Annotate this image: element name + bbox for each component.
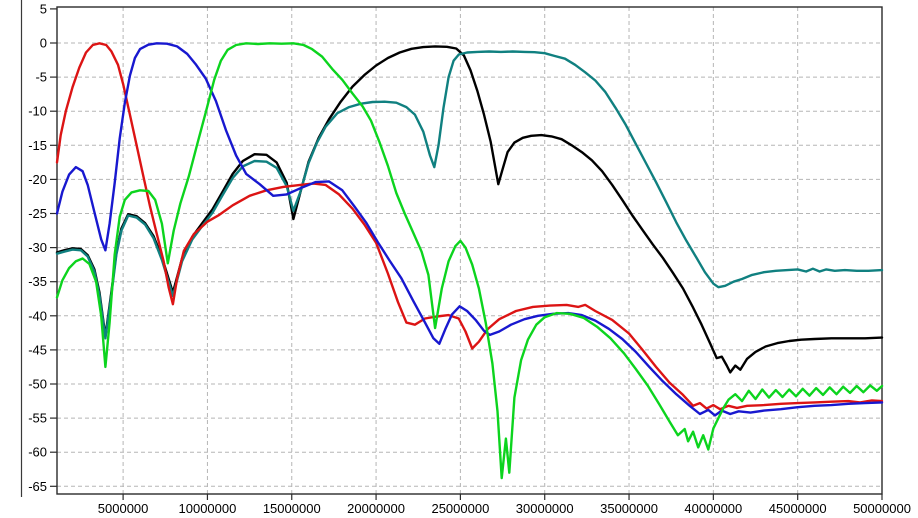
trace-black-band4-filter bbox=[55, 45, 884, 374]
trace-green-band3-filter bbox=[55, 42, 884, 480]
y-axis-tick-label: -65 bbox=[28, 479, 47, 494]
y-axis-tick-label: -60 bbox=[28, 445, 47, 460]
y-axis-tick-label: -30 bbox=[28, 240, 47, 255]
y-axis-tick-label: -45 bbox=[28, 342, 47, 357]
trace-teal-band5-filter bbox=[55, 50, 884, 340]
y-axis-tick-label: 5 bbox=[40, 1, 47, 16]
y-axis-tick-label: -55 bbox=[28, 411, 47, 426]
x-axis-tick-label: 25000000 bbox=[431, 501, 489, 516]
x-axis-tick-label: 30000000 bbox=[516, 501, 574, 516]
y-axis-tick-label: -25 bbox=[28, 206, 47, 221]
x-axis-tick-label: 20000000 bbox=[347, 501, 405, 516]
y-axis-tick-label: -10 bbox=[28, 104, 47, 119]
y-axis-tick-label: -35 bbox=[28, 274, 47, 289]
plot-frame bbox=[56, 6, 883, 495]
y-axis-tick-label: -5 bbox=[35, 70, 47, 85]
x-axis-tick-label: 40000000 bbox=[684, 501, 742, 516]
trace-red-band1-filter bbox=[55, 42, 884, 411]
trace-blue-band2-filter bbox=[55, 42, 884, 417]
x-axis-tick-label: 5000000 bbox=[98, 501, 149, 516]
x-axis-tick-label: 15000000 bbox=[263, 501, 321, 516]
x-axis-tick-label: 35000000 bbox=[600, 501, 658, 516]
y-axis-tick-label: -40 bbox=[28, 308, 47, 323]
y-axis-tick-label: -15 bbox=[28, 138, 47, 153]
y-axis-tick-label: -50 bbox=[28, 377, 47, 392]
x-axis-tick-label: 45000000 bbox=[769, 501, 827, 516]
y-axis-tick-label: -20 bbox=[28, 172, 47, 187]
x-axis-tick-label: 10000000 bbox=[179, 501, 237, 516]
x-axis-tick-label: 50000000 bbox=[853, 501, 911, 516]
y-axis-tick-label: 0 bbox=[40, 36, 47, 51]
